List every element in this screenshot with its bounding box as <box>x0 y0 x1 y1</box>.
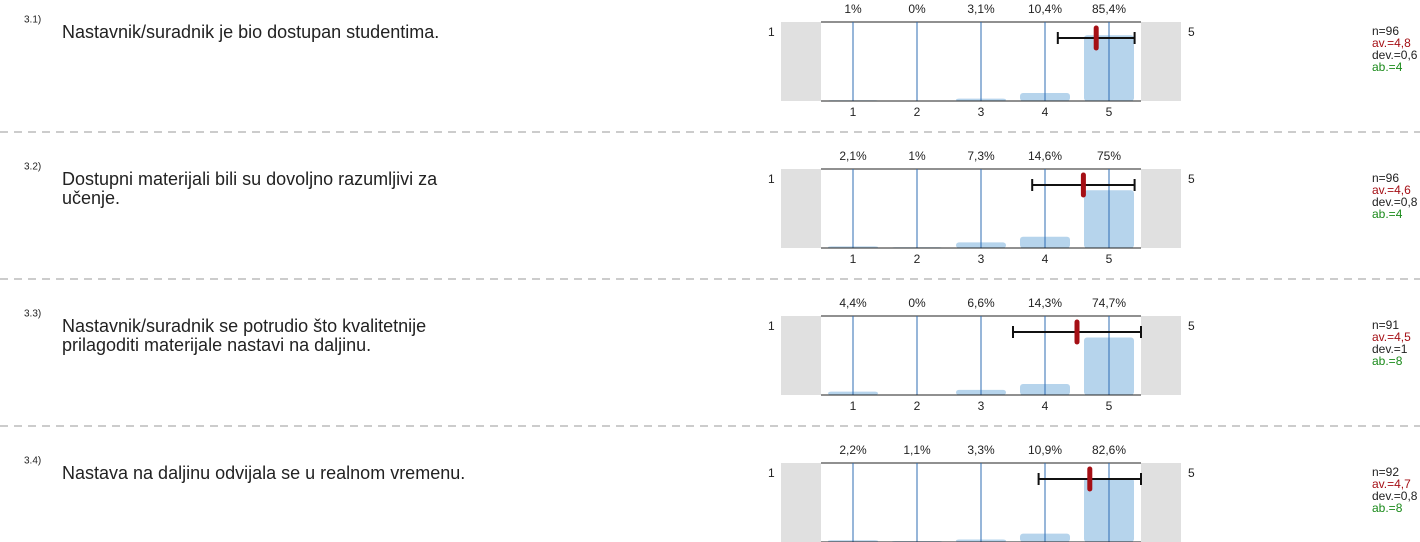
stat-dev: dev.=1 <box>1372 342 1408 356</box>
category-label: 2 <box>914 399 921 413</box>
percent-label: 1% <box>908 149 926 163</box>
percent-label: 14,3% <box>1028 296 1062 310</box>
left-label: 1 <box>768 466 775 480</box>
stat-n: n=92 <box>1372 465 1399 479</box>
left-label: 1 <box>768 172 775 186</box>
percent-label: 10,4% <box>1028 2 1062 16</box>
percent-label: 82,6% <box>1092 443 1126 457</box>
item-number: 3.3) <box>24 309 41 320</box>
question: Dostupni materijali bili su dovoljno raz… <box>62 169 438 189</box>
percent-label: 0% <box>908 296 926 310</box>
percent-label: 3,3% <box>967 443 995 457</box>
stat-ab: ab.=4 <box>1372 207 1403 221</box>
percent-label: 6,6% <box>967 296 995 310</box>
category-label: 4 <box>1042 252 1049 266</box>
left-pad <box>781 316 821 395</box>
stat-av: av.=4,5 <box>1372 330 1411 344</box>
category-label: 3 <box>978 252 985 266</box>
stat-dev: dev.=0,6 <box>1372 48 1418 62</box>
question: Nastava na daljinu odvijala se u realnom… <box>62 463 465 483</box>
stat-ab: ab.=4 <box>1372 60 1403 74</box>
item-number: 3.4) <box>24 456 41 467</box>
left-pad <box>781 169 821 248</box>
percent-label: 85,4% <box>1092 2 1126 16</box>
percent-label: 1,1% <box>903 443 931 457</box>
item-number: 3.2) <box>24 162 41 173</box>
percent-label: 7,3% <box>967 149 995 163</box>
percent-label: 74,7% <box>1092 296 1126 310</box>
right-pad <box>1141 169 1181 248</box>
right-label: 5 <box>1188 319 1195 333</box>
left-pad <box>781 22 821 101</box>
category-label: 3 <box>978 105 985 119</box>
stat-ab: ab.=8 <box>1372 501 1403 515</box>
stat-n: n=96 <box>1372 171 1399 185</box>
category-label: 1 <box>850 252 857 266</box>
right-pad <box>1141 316 1181 395</box>
question: prilagoditi materijale nastavi na daljin… <box>62 335 371 355</box>
question: učenje. <box>62 188 120 208</box>
right-label: 5 <box>1188 25 1195 39</box>
category-label: 2 <box>914 105 921 119</box>
category-label: 5 <box>1106 399 1113 413</box>
right-label: 5 <box>1188 466 1195 480</box>
percent-label: 4,4% <box>839 296 867 310</box>
category-label: 1 <box>850 105 857 119</box>
stat-dev: dev.=0,8 <box>1372 489 1418 503</box>
percent-label: 0% <box>908 2 926 16</box>
left-pad <box>781 463 821 542</box>
percent-label: 14,6% <box>1028 149 1062 163</box>
category-label: 1 <box>850 399 857 413</box>
category-label: 2 <box>914 252 921 266</box>
question: Nastavnik/suradnik se potrudio što kvali… <box>62 316 426 336</box>
right-label: 5 <box>1188 172 1195 186</box>
stat-n: n=91 <box>1372 318 1399 332</box>
stat-ab: ab.=8 <box>1372 354 1403 368</box>
stat-av: av.=4,7 <box>1372 477 1411 491</box>
stat-dev: dev.=0,8 <box>1372 195 1418 209</box>
category-label: 4 <box>1042 105 1049 119</box>
stat-av: av.=4,6 <box>1372 183 1411 197</box>
percent-label: 75% <box>1097 149 1121 163</box>
percent-label: 10,9% <box>1028 443 1062 457</box>
percent-label: 3,1% <box>967 2 995 16</box>
category-label: 3 <box>978 399 985 413</box>
item-number: 3.1) <box>24 15 41 26</box>
right-pad <box>1141 22 1181 101</box>
left-label: 1 <box>768 25 775 39</box>
left-label: 1 <box>768 319 775 333</box>
percent-label: 1% <box>844 2 862 16</box>
question: Nastavnik/suradnik je bio dostupan stude… <box>62 22 439 42</box>
category-label: 5 <box>1106 105 1113 119</box>
right-pad <box>1141 463 1181 542</box>
stat-av: av.=4,8 <box>1372 36 1411 50</box>
category-label: 5 <box>1106 252 1113 266</box>
stat-n: n=96 <box>1372 24 1399 38</box>
category-label: 4 <box>1042 399 1049 413</box>
percent-label: 2,2% <box>839 443 867 457</box>
percent-label: 2,1% <box>839 149 867 163</box>
